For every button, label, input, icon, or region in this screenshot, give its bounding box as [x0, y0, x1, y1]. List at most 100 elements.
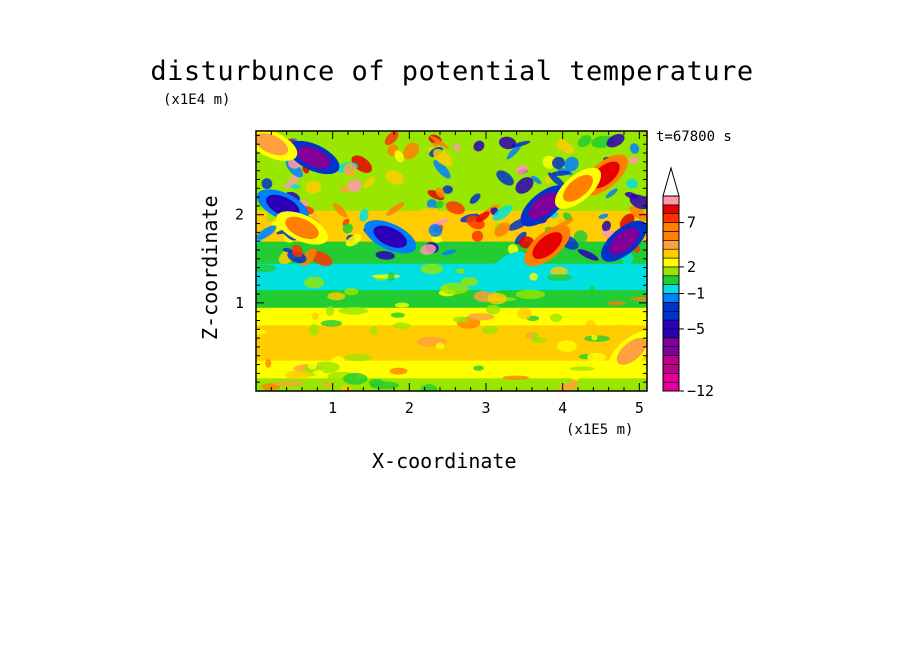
texture-blob [256, 264, 277, 273]
colorbar-swatch [662, 337, 680, 347]
texture-blob [564, 156, 579, 172]
texture-blob [498, 136, 517, 150]
colorbar-swatch [662, 319, 680, 330]
colorbar-swatch [662, 284, 680, 294]
texture-blob [485, 304, 501, 315]
texture-blob [431, 385, 458, 391]
texture-blob [371, 274, 401, 279]
texture-blob [307, 360, 318, 370]
texture-blob [605, 188, 618, 199]
texture-blob [394, 150, 404, 163]
texture-blob [385, 170, 405, 185]
y-tick-label: 2 [235, 206, 244, 224]
texture-blob [467, 313, 495, 321]
texture-blob [577, 135, 592, 148]
colorbar-swatch [662, 346, 680, 356]
texture-blob [502, 375, 530, 380]
x-tick-label: 3 [481, 399, 490, 417]
heatmap-feature [373, 225, 407, 248]
colorbar-swatch [662, 275, 680, 285]
heatmap-feature [616, 337, 647, 365]
chart-title: disturbunce of potential temperature [150, 56, 754, 87]
colorbar-swatch [662, 195, 680, 206]
colorbar-label: 7 [687, 214, 696, 232]
texture-blob [427, 190, 445, 201]
colorbar-swatch [662, 310, 680, 321]
texture-blob [384, 131, 399, 146]
texture-blob [606, 133, 625, 148]
x-tick-label: 1 [328, 399, 337, 417]
texture-blob [431, 236, 443, 243]
texture-blob [601, 220, 611, 232]
texture-blob [312, 370, 325, 376]
y-tick-label: 1 [235, 294, 244, 312]
texture-blob [511, 140, 531, 148]
texture-blob [357, 331, 371, 340]
texture-blob [261, 178, 273, 190]
heatmap-feature [285, 216, 319, 240]
texture-blob [327, 292, 346, 301]
colorbar-extension [662, 166, 680, 197]
texture-blob [475, 211, 490, 223]
colorbar-swatch [662, 231, 680, 241]
texture-blob [432, 142, 440, 147]
texture-blob [256, 154, 271, 170]
y-axis-unit: (x1E4 m) [163, 92, 231, 108]
colorbar-swatch [662, 355, 680, 365]
texture-blob [304, 276, 325, 289]
colorbar-label: −1 [687, 285, 705, 303]
colorbar-swatch [662, 204, 680, 215]
texture-blob [473, 365, 484, 371]
colorbar-swatch [662, 302, 680, 312]
texture-blob [338, 306, 369, 315]
texture-blob [456, 268, 465, 274]
texture-blob [551, 170, 571, 176]
texture-blob [440, 282, 469, 295]
texture-blob [342, 223, 353, 234]
texture-blob [322, 382, 333, 388]
texture-blob [591, 334, 598, 341]
texture-blob [573, 230, 588, 244]
texture-blob [569, 366, 595, 371]
texture-blob [369, 326, 378, 336]
texture-blob [284, 370, 312, 380]
time-label: t=67800 s [656, 129, 732, 145]
texture-blob [515, 164, 528, 175]
texture-blob [420, 244, 437, 255]
texture-blob [556, 297, 578, 303]
texture-blob [460, 276, 478, 287]
heatmap-feature [490, 258, 521, 286]
texture-blob [546, 274, 573, 281]
colorbar-label: 2 [687, 258, 696, 276]
texture-blob [420, 263, 444, 274]
texture-blob [428, 223, 443, 237]
texture-blob [343, 163, 357, 177]
texture-blob [515, 177, 534, 194]
texture-blob [311, 312, 319, 321]
texture-blob [492, 205, 513, 221]
texture-blob [587, 352, 606, 362]
texture-blob [517, 307, 532, 320]
texture-blob [305, 180, 322, 194]
texture-blob [273, 381, 304, 387]
texture-blob [515, 289, 546, 299]
texture-blob [542, 136, 560, 153]
heatmap-feature [563, 174, 593, 202]
colorbar-swatch [662, 240, 680, 250]
texture-blob [441, 249, 457, 256]
colorbar-swatch [662, 372, 680, 383]
texture-blob [344, 287, 359, 296]
texture-blob [588, 285, 596, 298]
texture-blob [494, 222, 510, 237]
texture-blob [433, 160, 451, 179]
texture-blob [407, 362, 415, 372]
texture-blob [389, 367, 408, 375]
texture-blob [551, 156, 565, 169]
texture-blob [495, 243, 504, 253]
texture-blob [472, 173, 493, 186]
colorbar-swatch [662, 213, 680, 223]
texture-blob [383, 336, 398, 349]
x-tick-label: 5 [635, 399, 644, 417]
texture-blob [629, 206, 647, 221]
texture-blob [426, 199, 438, 211]
